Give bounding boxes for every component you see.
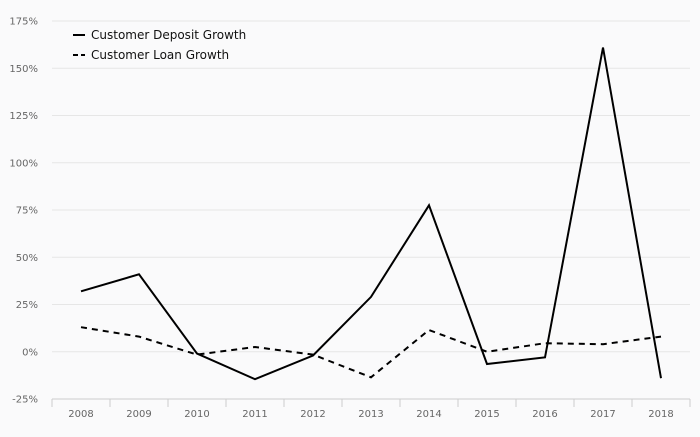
x-tick-label: 2008	[68, 409, 93, 420]
y-tick-label: 175%	[9, 17, 38, 28]
y-tick-label: 50%	[16, 253, 38, 264]
x-tick-label: 2009	[126, 409, 151, 420]
x-tick-label: 2010	[184, 409, 209, 420]
x-tick-label: 2015	[474, 409, 499, 420]
x-tick-label: 2011	[242, 409, 267, 420]
y-tick-label: 100%	[9, 158, 38, 169]
y-tick-label: 25%	[16, 300, 38, 311]
x-tick-label: 2013	[358, 409, 383, 420]
x-tick-label: 2017	[590, 409, 615, 420]
legend-label: Customer Deposit Growth	[91, 28, 246, 42]
x-tick-label: 2014	[416, 409, 441, 420]
y-tick-label: 125%	[9, 111, 38, 122]
legend-label: Customer Loan Growth	[91, 48, 229, 62]
deposit-growth-line	[81, 48, 661, 380]
x-tick-label: 2016	[532, 409, 557, 420]
y-tick-label: -25%	[12, 395, 38, 406]
x-tick-label: 2018	[648, 409, 673, 420]
y-tick-label: 75%	[16, 206, 38, 217]
y-tick-label: 150%	[9, 64, 38, 75]
y-tick-label: 0%	[22, 347, 38, 358]
x-tick-label: 2012	[300, 409, 325, 420]
